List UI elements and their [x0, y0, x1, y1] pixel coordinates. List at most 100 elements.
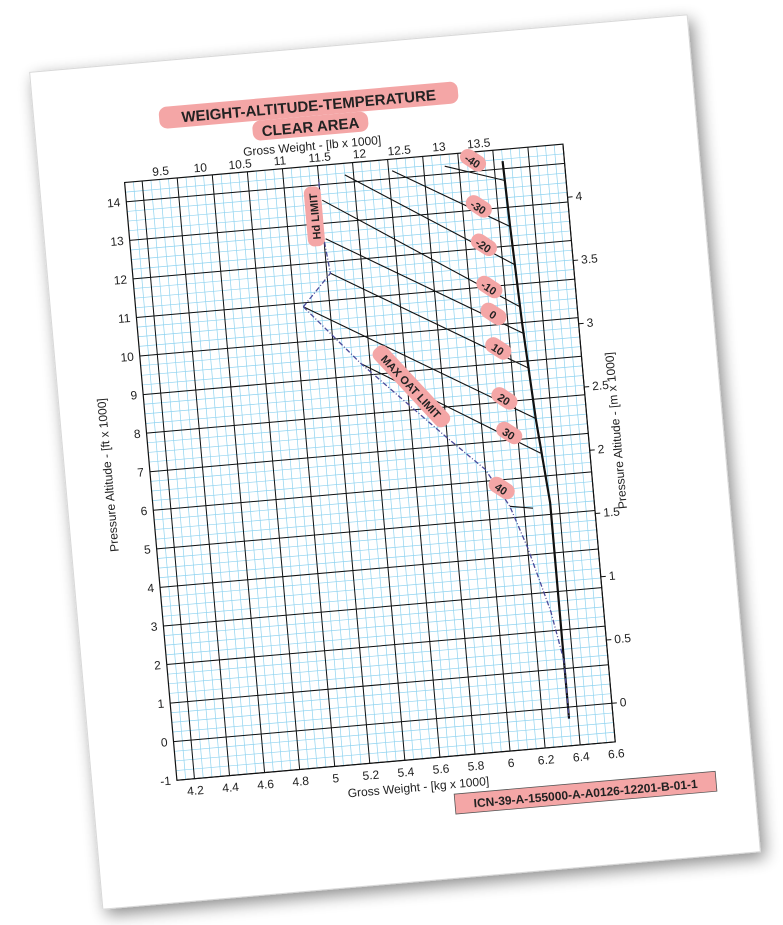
right-tick-label: 1.5: [603, 504, 621, 519]
top-tick-label: 10.5: [228, 156, 253, 172]
top-tick-label: 11: [273, 153, 287, 168]
major-gridline-h: [133, 240, 572, 280]
bottom-tick-label: 6.2: [537, 752, 555, 767]
major-gridline-h: [166, 625, 606, 666]
hd-limit-bg: [303, 186, 325, 247]
right-tick-label: 3.5: [580, 251, 598, 266]
major-gridline-v: [492, 150, 546, 749]
minor-gridline-h: [132, 230, 571, 270]
minor-gridline-h: [162, 577, 601, 617]
left-tick-label: -1: [160, 774, 172, 789]
right-tick-label: 2: [597, 442, 605, 457]
title-highlight: [158, 81, 459, 129]
major-gridline-h: [129, 201, 569, 241]
hd-limit-group: Hd LIMIT: [303, 186, 325, 247]
major-gridline-v: [176, 177, 231, 776]
minor-gridline-h: [159, 539, 598, 579]
major-gridline-v: [457, 153, 511, 752]
minor-gridline-h: [125, 153, 564, 193]
temp-label: 30: [500, 426, 517, 443]
temp-label-bg: [476, 275, 503, 299]
major-gridline-v: [352, 162, 406, 761]
minor-gridline-h: [130, 211, 569, 251]
minor-gridline-h: [134, 259, 574, 299]
major-gridline-h: [156, 509, 596, 550]
bottom-tick-label: 5.2: [362, 768, 380, 783]
series-line-0: [501, 160, 571, 719]
plot-frame: [123, 143, 616, 781]
temperature-line: [509, 505, 533, 509]
minor-gridline-h: [161, 567, 601, 608]
minor-gridline-h: [144, 375, 584, 415]
minor-gridline-h: [152, 461, 591, 501]
minor-gridline-h: [154, 481, 593, 521]
bottom-tick-label: 5.4: [397, 765, 415, 780]
bottom-tick-label: 5.6: [432, 761, 450, 776]
bottom-tick-label: 6.4: [572, 749, 590, 764]
bottom-tick-label: 4.2: [187, 783, 205, 798]
left-tick-label: 10: [120, 350, 135, 365]
minor-gridline-h: [165, 616, 605, 656]
right-tick-label: 2.5: [592, 378, 610, 393]
temp-label-group: 0: [480, 302, 507, 326]
left-tick-label: 2: [154, 658, 162, 673]
top-tick-label: 10: [193, 160, 208, 175]
temp-label-bg: [470, 233, 497, 257]
minor-gridline-h: [143, 365, 583, 405]
major-gridline-h: [136, 278, 575, 318]
series-group: [302, 160, 571, 719]
minor-gridline-h: [169, 654, 608, 694]
minor-gridline-h: [147, 404, 586, 444]
minor-gridline-h: [165, 606, 604, 646]
minor-gridline-h: [170, 674, 610, 714]
minor-gridline-h: [176, 731, 615, 771]
minor-gridline-h: [140, 326, 579, 367]
left-tick-label: 1: [157, 697, 165, 712]
left-tick-label: 6: [140, 504, 148, 519]
bottom-tick-label: 6: [507, 756, 515, 771]
temp-label: 10: [489, 342, 506, 359]
temp-label-bg: [459, 148, 487, 172]
minor-gridline-h: [138, 298, 577, 338]
left-tick-label: 9: [130, 388, 138, 403]
minor-gridline-h: [137, 288, 576, 328]
minor-gridline-h: [171, 683, 611, 723]
minor-gridline-h: [145, 384, 585, 424]
bottom-tick-label: 5.8: [467, 758, 485, 773]
temp-label-group: 20: [491, 387, 518, 410]
major-gridline-v: [141, 180, 195, 779]
left-tick-label: 5: [143, 542, 151, 557]
major-gridline-v: [281, 168, 336, 767]
minor-gridline-h: [157, 519, 596, 559]
icn-highlight: [453, 770, 718, 815]
temp-label-bg: [485, 337, 512, 360]
minor-gridline-h: [127, 172, 566, 212]
temp-label-bg: [496, 421, 523, 445]
bottom-tick-label: 4.4: [222, 780, 240, 795]
major-gridline-v: [246, 171, 301, 770]
minor-gridline-h: [168, 645, 607, 685]
major-gridline-v: [387, 159, 441, 758]
right-tick-label: 4: [575, 189, 583, 204]
temperature-line: [444, 165, 505, 181]
grid: [123, 143, 616, 781]
left-tick-label: 14: [106, 195, 121, 210]
right-tick-label: 0: [619, 695, 627, 710]
major-gridline-h: [173, 702, 612, 743]
right-tick-label: 0.5: [614, 631, 632, 646]
top-tick-label: 12: [352, 146, 367, 161]
minor-gridline-h: [135, 269, 574, 309]
right-tick-label: 1: [608, 569, 616, 584]
temp-label: 20: [495, 392, 512, 409]
right-tick-label: 3: [586, 315, 594, 330]
bottom-tick-label: 6.6: [607, 746, 625, 761]
paper-page: [29, 14, 761, 910]
left-tick-label: 0: [160, 735, 168, 750]
minor-gridline-h: [158, 529, 597, 569]
temp-label: 40: [492, 481, 509, 498]
minor-gridline-h: [150, 442, 590, 482]
title-highlight-2: [252, 111, 369, 141]
